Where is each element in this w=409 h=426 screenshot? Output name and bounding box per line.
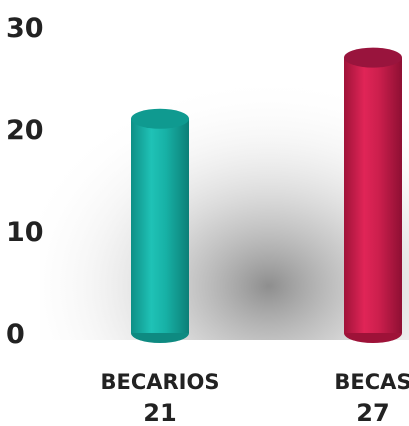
bar-becarios: [131, 108, 189, 343]
y-tick-label: 30: [6, 13, 44, 44]
y-tick-label: 10: [6, 217, 44, 248]
bar-top-cap: [131, 108, 189, 129]
y-tick-label: 20: [6, 115, 44, 146]
data-label: 27: [356, 399, 389, 426]
category-label: BECARIOS: [101, 370, 220, 394]
bar-becas: [344, 47, 402, 343]
bar-body: [344, 57, 402, 333]
y-tick-label: 0: [6, 319, 25, 350]
bar-top-cap: [344, 47, 402, 68]
data-label: 21: [143, 399, 176, 426]
category-label: BECAS: [334, 370, 409, 394]
bar-body: [131, 118, 189, 333]
